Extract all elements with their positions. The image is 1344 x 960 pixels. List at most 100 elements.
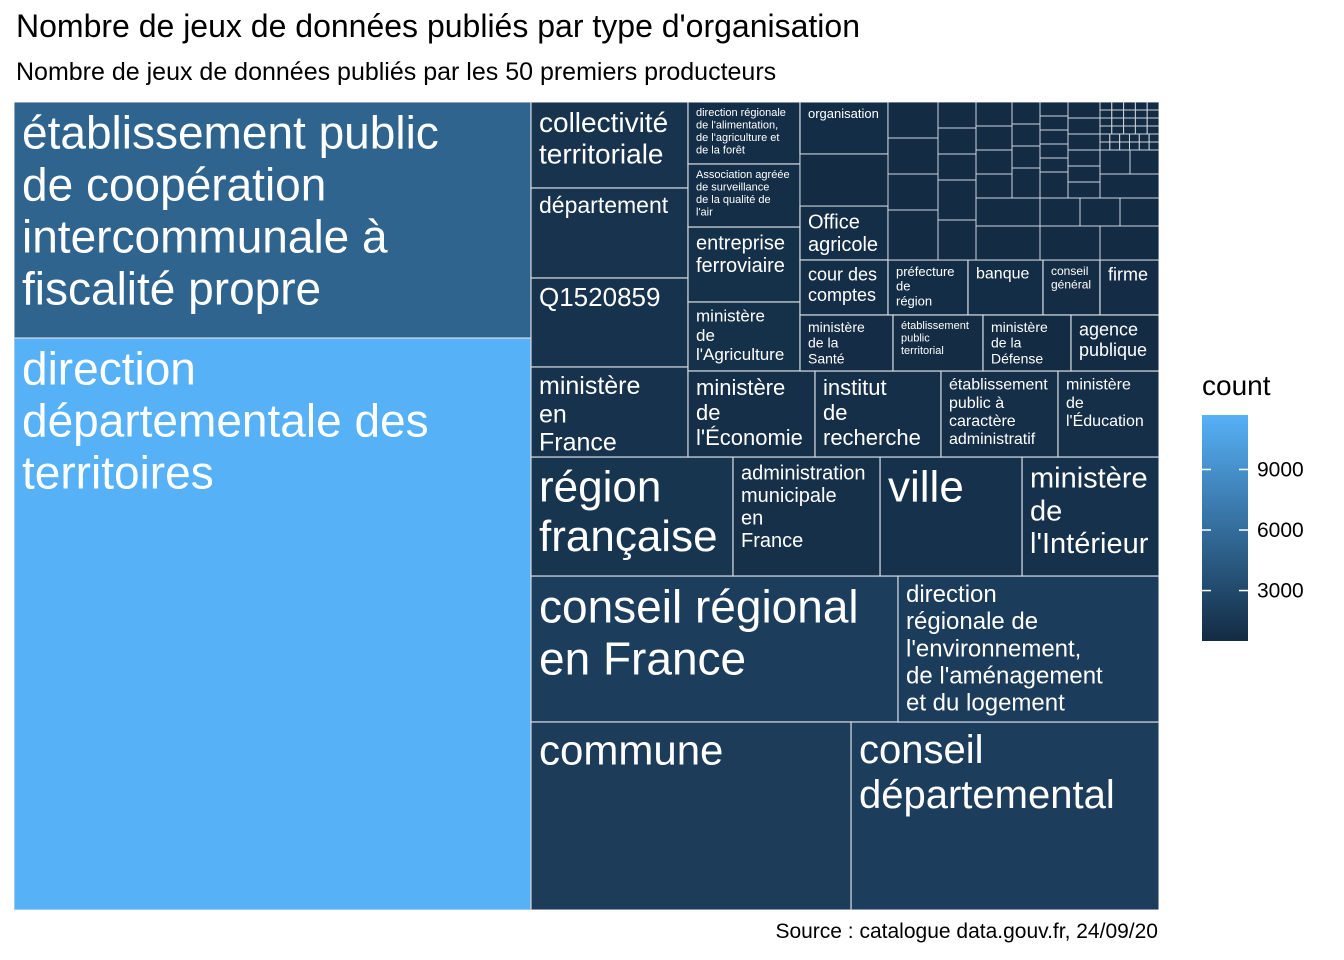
- tile-label-entreprise-ferroviaire: entreprise ferroviaire: [696, 232, 785, 277]
- tile-entreprise-ferroviaire: [687, 226, 801, 303]
- tile-conseil-regional-en-france: [530, 575, 899, 723]
- tile-etablissement-public-territorial: [892, 314, 984, 372]
- tile-unlabeled-36: [1123, 109, 1136, 119]
- chart-title: Nombre de jeux de données publiés par ty…: [16, 8, 860, 44]
- tile-unlabeled-54: [1148, 133, 1159, 143]
- tile-unlabeled-46: [1123, 125, 1136, 135]
- tile-unlabeled-64: [1039, 197, 1081, 227]
- legend-colorbar: [1202, 415, 1248, 641]
- legend-tick-label: 6000: [1257, 519, 1304, 542]
- tile-unlabeled-13: [1011, 102, 1041, 125]
- tile-label-conseil-regional-en-france: conseil régional en France: [539, 580, 859, 684]
- tile-label-administration-municipale-en-france: administration municipale en France: [741, 462, 866, 552]
- tile-unlabeled-68: [1099, 225, 1159, 261]
- tile-unlabeled-30: [1111, 102, 1125, 111]
- tile-label-conseil-general: conseil général: [1051, 264, 1091, 292]
- tile-label-departement: département: [539, 192, 669, 218]
- tile-unlabeled-27: [1067, 165, 1101, 183]
- tile-label-association-agreee-de-surveillance-de-la-qualite-de-l-air: Association agréée de surveillance de la q…: [696, 169, 790, 218]
- tile-label-ministere-en-france: ministère en France: [539, 372, 640, 457]
- tile-unlabeled-26: [1067, 149, 1101, 167]
- tile-unlabeled-17: [1039, 102, 1069, 117]
- tile-ville: [879, 456, 1023, 577]
- tile-label-ministere-de-l-interieur: ministère de l'Intérieur: [1030, 463, 1149, 561]
- tile-association-agreee-de-surveillance-de-la-qualite-de-l-air: [687, 163, 801, 228]
- tile-unlabeled-22: [1039, 171, 1069, 199]
- tile-label-direction-regionale-de-l-alimentation-de-l-agriculture-et-de-la-foret: direction régionale de l'alimentation, de …: [696, 107, 786, 156]
- tile-direction-departementale-des-territoires: [14, 337, 532, 910]
- tile-firme: [1099, 259, 1159, 316]
- tile-unlabeled-23: [1067, 102, 1101, 119]
- tile-unlabeled-34: [1099, 109, 1113, 119]
- tile-label-institut-de-recherche: institut de recherche: [823, 375, 921, 450]
- tile-q1520859: [530, 277, 689, 368]
- tile-label-prefecture-de-region: préfecture de région: [896, 264, 955, 308]
- tile-unlabeled-60: [1148, 141, 1159, 151]
- tile-departement: [530, 187, 689, 279]
- tile-unlabeled-5: [937, 127, 977, 155]
- legend-title: count: [1202, 370, 1271, 401]
- tile-unlabeled-65: [1079, 197, 1121, 227]
- tile-unlabeled-42: [1134, 117, 1148, 127]
- tile-unlabeled-9: [975, 102, 1013, 127]
- tile-direction-regionale-de-l-environnement-de-l-amenagement-et-du-logement: [897, 575, 1159, 723]
- tile-unlabeled-14: [1011, 123, 1041, 147]
- tile-label-q1520859: Q1520859: [539, 282, 660, 312]
- tile-unlabeled-21: [1039, 157, 1069, 173]
- tile-label-ville: ville: [888, 462, 964, 511]
- tile-commune: [530, 721, 852, 910]
- tile-ministere-en-france: [530, 366, 689, 458]
- tile-unlabeled-66: [1119, 197, 1159, 227]
- tile-unlabeled-40: [1111, 117, 1125, 127]
- tile-unlabeled-53: [1138, 133, 1150, 143]
- tile-label-commune: commune: [539, 727, 723, 774]
- tile-unlabeled-37: [1134, 109, 1148, 119]
- tile-unlabeled-59: [1138, 141, 1150, 151]
- tile-direction-regionale-de-l-alimentation-de-l-agriculture-et-de-la-foret: [687, 102, 801, 165]
- tile-ministere-de-l-economie: [687, 370, 816, 458]
- tile-label-agence-publique: agence publique: [1079, 320, 1147, 360]
- tile-label-direction-departementale-des-territoires: direction départementale des territoires: [22, 342, 429, 498]
- chart-subtitle: Nombre de jeux de données publiés par le…: [16, 58, 777, 86]
- tile-unlabeled-28: [1067, 181, 1101, 199]
- tile-unlabeled-6: [937, 153, 977, 181]
- tile-unlabeled-4: [937, 102, 977, 129]
- tile-label-collectivite-territoriale: collectivité territoriale: [539, 107, 668, 170]
- tile-unlabeled-29: [1099, 102, 1113, 111]
- tile-label-direction-regionale-de-l-environnement-de-l-amenagement-et-du-logement: direction régionale de l'environnement, de …: [906, 581, 1103, 716]
- tile-unlabeled-52: [1128, 133, 1140, 143]
- source-caption: Source : catalogue data.gouv.fr, 24/09/2…: [775, 920, 1158, 943]
- tile-unlabeled-32: [1134, 102, 1148, 111]
- tile-unlabeled-48: [1146, 125, 1159, 135]
- tile-unlabeled-33: [1146, 102, 1159, 111]
- tile-institut-de-recherche: [814, 370, 942, 458]
- tile-unlabeled-0: [887, 102, 939, 139]
- tile-unlabeled-44: [1099, 125, 1113, 135]
- tile-unlabeled-10: [975, 125, 1013, 151]
- tile-unlabeled-39: [1099, 117, 1113, 127]
- tile-label-office-agricole: Office agricole: [808, 211, 878, 256]
- tile-ministere-de-l-agriculture: [687, 301, 801, 372]
- tile-unlabeled-41: [1123, 117, 1136, 127]
- tile-unlabeled-55: [1099, 141, 1111, 151]
- tile-label-etablissement-public-de-cooperation-intercommunale-a-fiscalite-propre: établissement public de coopération interc…: [22, 106, 439, 314]
- tile-unlabeled-20: [1039, 143, 1069, 159]
- tile-unlabeled-25: [1067, 133, 1101, 151]
- tile-unlabeled-15: [1011, 145, 1041, 169]
- tile-unlabeled-19: [1039, 129, 1069, 145]
- tile-conseil-departemental: [850, 721, 1159, 910]
- tile-unlabeled-11: [975, 149, 1013, 175]
- tile-label-banque: banque: [976, 266, 1029, 283]
- tile-unlabeled-63: [1099, 173, 1159, 199]
- tile-unlabeled-57: [1119, 141, 1130, 151]
- tile-label-organisation: organisation: [808, 106, 879, 121]
- tile-unlabeled-31: [1123, 102, 1136, 111]
- tile-administration-municipale-en-france: [732, 456, 881, 577]
- tile-label-ministere-de-la-sante: ministère de la Santé: [808, 319, 865, 367]
- tile-collectivite-territoriale: [530, 102, 689, 189]
- tile-label-ministere-de-l-economie: ministère de l'Économie: [696, 375, 803, 450]
- tile-label-etablissement-public-territorial: établissement public territorial: [901, 320, 969, 357]
- tile-label-ministere-de-la-defense: ministère de la Défense: [991, 319, 1048, 367]
- tile-label-ministere-de-l-education: ministère de l'Éducation: [1066, 377, 1144, 430]
- tile-unlabeled-67: [1039, 225, 1101, 261]
